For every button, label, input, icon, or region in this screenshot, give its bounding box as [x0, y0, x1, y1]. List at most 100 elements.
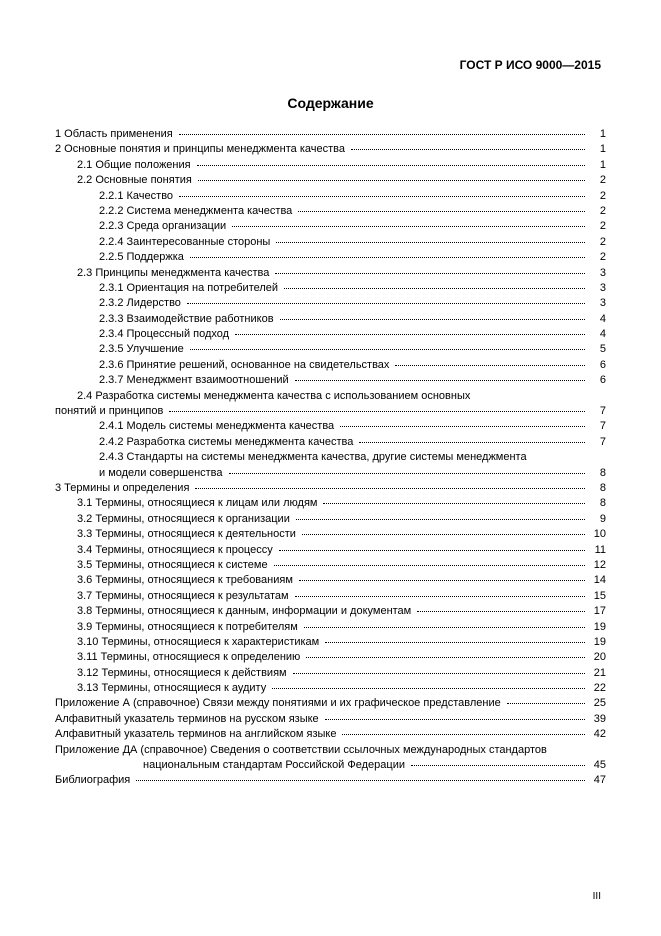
toc-entry-label: 2.4.1 Модель системы менеджмента качеств… [99, 421, 338, 432]
toc-entry: 2.1 Общие положения 1 [55, 160, 606, 171]
toc-entry: 2.4.2 Разработка системы менеджмента кач… [55, 437, 606, 448]
standard-id: ГОСТ Р ИСО 9000—2015 [460, 58, 601, 72]
toc-entry-label: 3.13 Термины, относящиеся к аудиту [77, 683, 270, 694]
toc-leader-dots [306, 657, 585, 658]
toc-entry: 2.3.6 Принятие решений, основанное на св… [55, 360, 606, 371]
toc-leader-dots [276, 242, 585, 243]
toc-entry: Алфавитный указатель терминов на русском… [55, 714, 606, 725]
toc-entry-page: 2 [587, 191, 606, 202]
toc-entry: 3.13 Термины, относящиеся к аудиту22 [55, 683, 606, 694]
toc-entry-label: Библиография [55, 775, 134, 786]
toc-entry-page: 7 [587, 421, 606, 432]
toc-entry-page: 6 [587, 375, 606, 386]
toc-entry-preline: 2.4 Разработка системы менеджмента качес… [55, 391, 606, 402]
toc-entry: 2.2 Основные понятия 2 [55, 175, 606, 186]
toc-entry: 3.9 Термины, относящиеся к потребителям1… [55, 622, 606, 633]
toc-entry-label: 3.9 Термины, относящиеся к потребителям [77, 622, 302, 633]
toc-entry: национальным стандартам Российской Федер… [55, 760, 606, 771]
toc-entry-label: 2.2.2 Система менеджмента качества [99, 206, 296, 217]
toc-entry-label: 2.3.2 Лидерство [99, 298, 185, 309]
toc-entry-page: 10 [587, 529, 606, 540]
toc-leader-dots [325, 642, 585, 643]
toc-entry: 3.1 Термины, относящиеся к лицам или люд… [55, 498, 606, 509]
toc-entry: 3.8 Термины, относящиеся к данным, инфор… [55, 606, 606, 617]
toc-entry: 2.2.2 Система менеджмента качества2 [55, 206, 606, 217]
toc-entry-preline: 2.4.3 Стандарты на системы менеджмента к… [55, 452, 606, 463]
toc-entry-label: 3.7 Термины, относящиеся к результатам [77, 591, 293, 602]
toc-leader-dots [179, 196, 585, 197]
toc-leader-dots [232, 226, 585, 227]
toc-leader-dots [417, 611, 585, 612]
toc-entry-page: 3 [587, 268, 606, 279]
toc-leader-dots [274, 565, 585, 566]
toc-entry: понятий и принципов7 [55, 406, 606, 417]
toc-entry-label: 2.4 Разработка системы менеджмента качес… [77, 391, 474, 402]
toc-entry: 2.4.1 Модель системы менеджмента качеств… [55, 421, 606, 432]
toc-entry-page: 4 [587, 329, 606, 340]
toc-entry: 2.2.3 Среда организации2 [55, 221, 606, 232]
toc-leader-dots [323, 503, 585, 504]
toc-leader-dots [136, 780, 585, 781]
toc-entry-label: национальным стандартам Российской Федер… [143, 760, 409, 771]
toc-entry-label: 3.3 Термины, относящиеся к деятельности [77, 529, 300, 540]
toc-entry-label: 3.11 Термины, относящиеся к определению [77, 652, 304, 663]
toc-entry-label: 2.1 Общие положения [77, 160, 195, 171]
toc-entry-label: 2.2.5 Поддержка [99, 252, 188, 263]
toc-entry-page: 2 [587, 221, 606, 232]
toc-entry-label: 3 Термины и определения [55, 483, 193, 494]
toc-entry: 2.2.5 Поддержка 2 [55, 252, 606, 263]
toc-entry-page: 3 [587, 298, 606, 309]
toc-entry: Приложение А (справочное) Связи между по… [55, 698, 606, 709]
toc-entry-page: 8 [587, 498, 606, 509]
toc-entry: 3.2 Термины, относящиеся к организации9 [55, 514, 606, 525]
toc-entry-page: 21 [587, 668, 606, 679]
toc-entry: 2.3.4 Процессный подход 4 [55, 329, 606, 340]
toc-entry: 2.3.5 Улучшение5 [55, 344, 606, 355]
toc-entry: 3.5 Термины, относящиеся к системе12 [55, 560, 606, 571]
toc-entry-page: 2 [587, 175, 606, 186]
toc-entry-label: 2.3.1 Ориентация на потребителей [99, 283, 282, 294]
toc-entry-page: 11 [587, 545, 606, 556]
toc-entry-page: 7 [587, 437, 606, 448]
toc-entry-label: 2.3.4 Процессный подход [99, 329, 233, 340]
toc-entry-label: 2.4.3 Стандарты на системы менеджмента к… [99, 452, 531, 463]
toc-leader-dots [296, 519, 585, 520]
toc-entry-page: 15 [587, 591, 606, 602]
toc-entry-label: 3.6 Термины, относящиеся к требованиям [77, 575, 297, 586]
toc-leader-dots [179, 134, 585, 135]
toc-entry-label: и модели совершенства [99, 468, 227, 479]
toc-entry-label: 2.2 Основные понятия [77, 175, 196, 186]
toc-leader-dots [340, 426, 585, 427]
toc-leader-dots [229, 473, 585, 474]
toc-entry-preline: Приложение ДА (справочное) Сведения о со… [55, 745, 606, 756]
toc-entry-page: 2 [587, 237, 606, 248]
toc-entry: 3 Термины и определения8 [55, 483, 606, 494]
toc-entry: и модели совершенства 8 [55, 468, 606, 479]
toc-entry: 2.3 Принципы менеджмента качества 3 [55, 268, 606, 279]
toc-entry-label: 2.3.5 Улучшение [99, 344, 188, 355]
toc-entry-label: Приложение А (справочное) Связи между по… [55, 698, 505, 709]
toc-entry: 3.10 Термины, относящиеся к характеристи… [55, 637, 606, 648]
toc-entry-page: 2 [587, 252, 606, 263]
toc-entry-label: 2.2.4 Заинтересованные стороны [99, 237, 274, 248]
toc-entry-label: 2 Основные понятия и принципы менеджмент… [55, 144, 349, 155]
toc-entry: 3.6 Термины, относящиеся к требованиям14 [55, 575, 606, 586]
toc-entry-page: 4 [587, 314, 606, 325]
toc-entry-label: 2.3.7 Менеджмент взаимоотношений [99, 375, 293, 386]
toc-leader-dots [272, 688, 585, 689]
toc-entry-label: 3.4 Термины, относящиеся к процессу [77, 545, 277, 556]
toc-entry: 2.3.3 Взаимодействие работников4 [55, 314, 606, 325]
toc-entry-page: 8 [587, 468, 606, 479]
toc-entry: 2 Основные понятия и принципы менеджмент… [55, 144, 606, 155]
toc-entry-page: 1 [587, 160, 606, 171]
toc-entry-label: 2.3 Принципы менеджмента качества [77, 268, 273, 279]
toc-leader-dots [295, 380, 585, 381]
toc-title: Содержание [55, 95, 606, 111]
toc-leader-dots [190, 349, 585, 350]
toc-entry-page: 20 [587, 652, 606, 663]
toc-leader-dots [351, 149, 585, 150]
toc-entry-page: 25 [587, 698, 606, 709]
toc-leader-dots [235, 334, 585, 335]
toc-entry: 3.4 Термины, относящиеся к процессу 11 [55, 545, 606, 556]
toc-entry: 3.3 Термины, относящиеся к деятельности 1… [55, 529, 606, 540]
